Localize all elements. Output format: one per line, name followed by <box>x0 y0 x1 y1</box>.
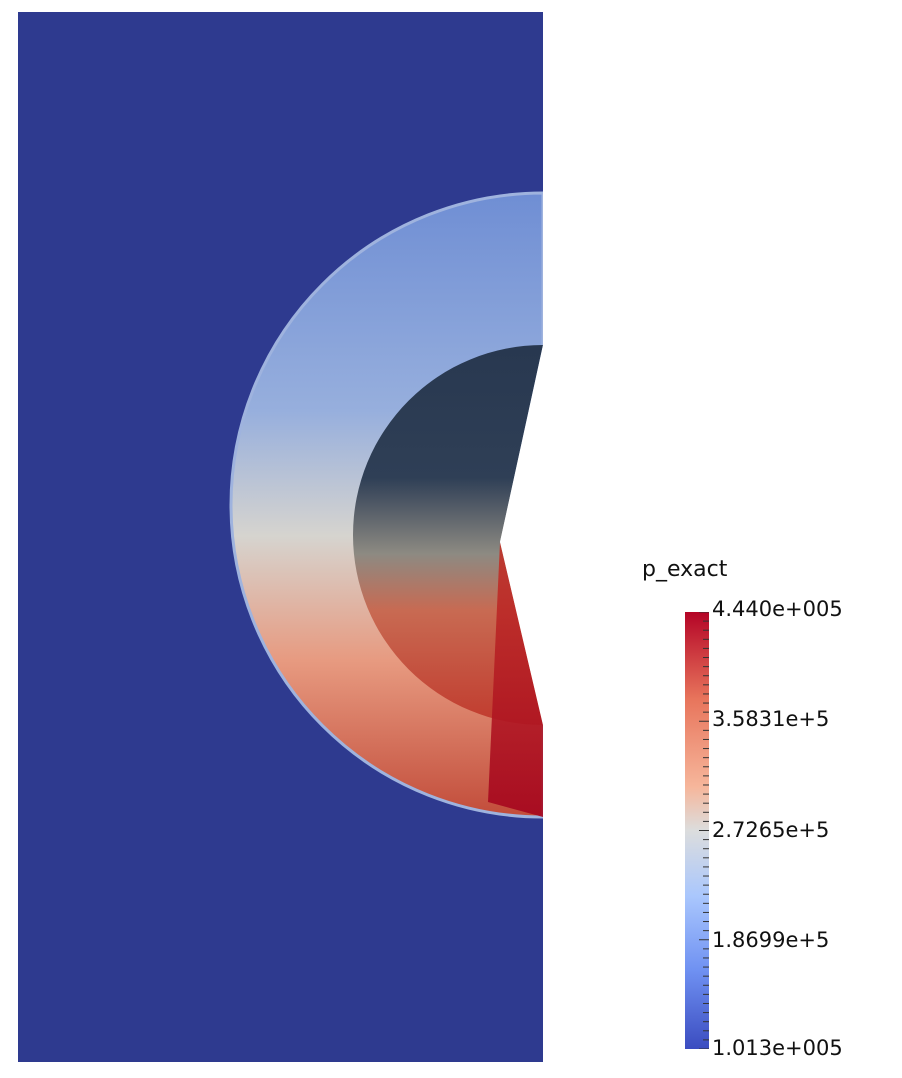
colorbar-label-2: 3.5831e+5 <box>712 707 830 731</box>
scalar-bar-title: p_exact <box>642 557 728 582</box>
colorbar-label-min: 1.013e+005 <box>712 1036 843 1060</box>
colorbar-label-4: 1.8699e+5 <box>712 928 830 952</box>
colorbar-label-3: 2.7265e+5 <box>712 818 830 842</box>
pressure-wedge <box>488 542 543 817</box>
colorbar-ticks <box>699 612 709 1049</box>
notch-cutout <box>500 345 543 725</box>
scalar-bar[interactable] <box>685 612 709 1049</box>
inner-core <box>353 345 543 725</box>
colorbar-label-max: 4.440e+005 <box>712 597 843 621</box>
render-viewport[interactable] <box>18 12 543 1062</box>
